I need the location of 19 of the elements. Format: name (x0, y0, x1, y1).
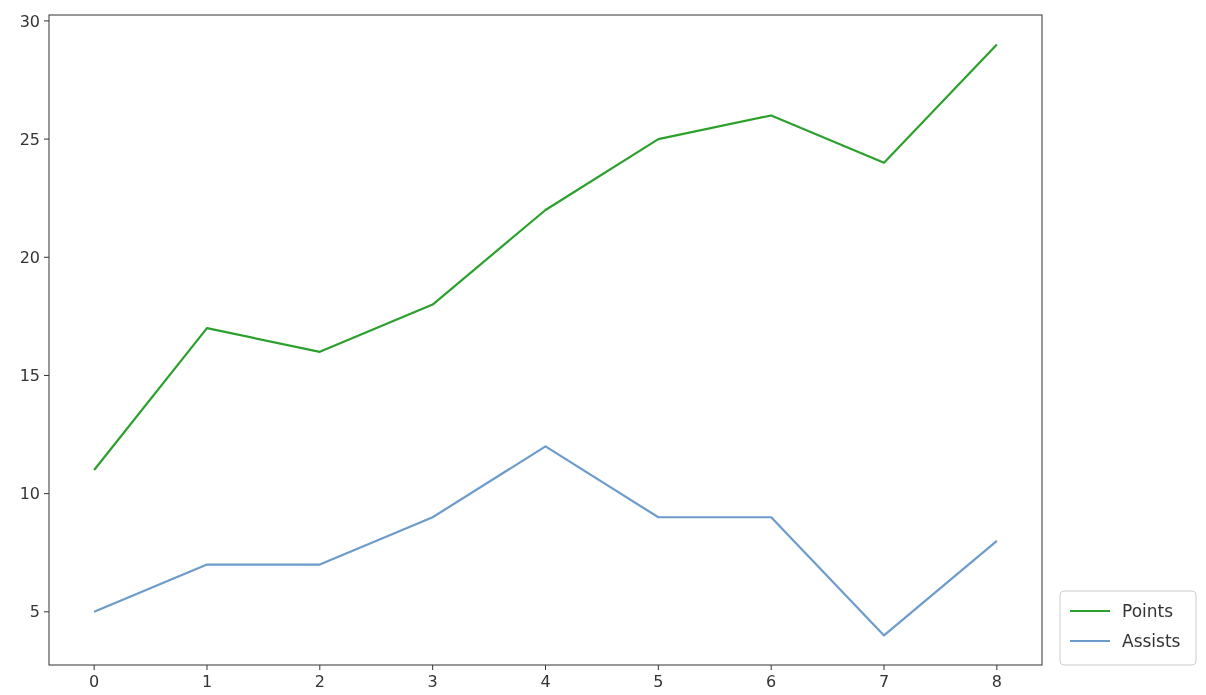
x-tick-label: 2 (314, 672, 325, 691)
y-tick-label: 10 (19, 484, 40, 504)
x-tick-label: 4 (540, 672, 551, 691)
y-tick-label: 5 (29, 602, 40, 622)
line-series (93, 43, 998, 472)
x-tick-label: 7 (878, 672, 890, 691)
legend-label: Assists (1122, 630, 1181, 651)
x-tick-label: 0 (89, 672, 100, 691)
x-tick-label: 3 (427, 672, 438, 691)
x-tick-label: 8 (991, 672, 1002, 691)
y-tick-label: 25 (19, 129, 40, 149)
y-tick-label: 20 (19, 247, 40, 267)
x-tick-label: 1 (201, 672, 213, 691)
legend-label: Points (1122, 600, 1174, 621)
x-tick-label: 6 (766, 672, 777, 691)
line-series (93, 445, 998, 637)
x-tick-label: 5 (653, 672, 664, 691)
y-tick-label: 15 (19, 366, 40, 386)
y-tick-label: 30 (19, 11, 40, 31)
